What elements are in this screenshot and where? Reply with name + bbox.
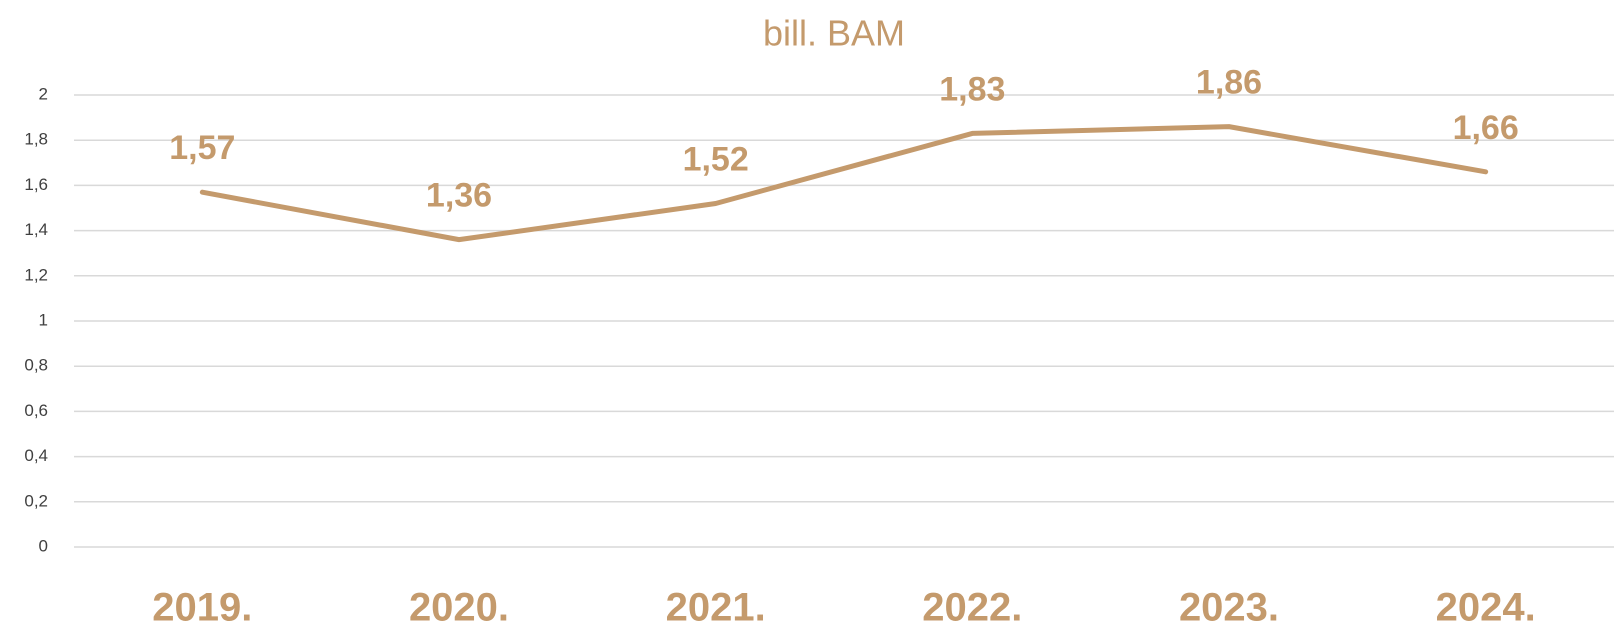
y-tick-label: 1,8 xyxy=(24,130,48,149)
y-tick-label: 1 xyxy=(39,310,48,329)
y-tick-label: 1,4 xyxy=(24,220,48,239)
y-tick-label: 0 xyxy=(39,536,48,555)
x-tick-label: 2024. xyxy=(1436,586,1536,630)
x-tick-label: 2023. xyxy=(1179,586,1279,630)
data-label: 1,83 xyxy=(939,70,1005,108)
y-tick-label: 0,2 xyxy=(24,491,48,510)
data-label: 1,57 xyxy=(169,129,235,167)
data-label: 1,86 xyxy=(1196,64,1262,102)
data-label: 1,52 xyxy=(683,140,749,178)
data-label: 1,36 xyxy=(426,177,492,215)
x-tick-label: 2019. xyxy=(152,586,252,630)
y-tick-label: 1,2 xyxy=(24,265,48,284)
x-tick-label: 2022. xyxy=(922,586,1022,630)
y-tick-label: 1,6 xyxy=(24,175,48,194)
line-series xyxy=(199,124,1489,243)
x-tick-label: 2021. xyxy=(666,586,766,630)
chart-title: bill. BAM xyxy=(763,13,905,54)
y-tick-label: 0,8 xyxy=(24,356,48,375)
y-tick-label: 0,6 xyxy=(24,401,48,420)
x-tick-label: 2020. xyxy=(409,586,509,630)
data-label: 1,66 xyxy=(1453,109,1519,147)
y-tick-label: 2 xyxy=(39,84,48,103)
y-tick-label: 0,4 xyxy=(24,446,48,465)
